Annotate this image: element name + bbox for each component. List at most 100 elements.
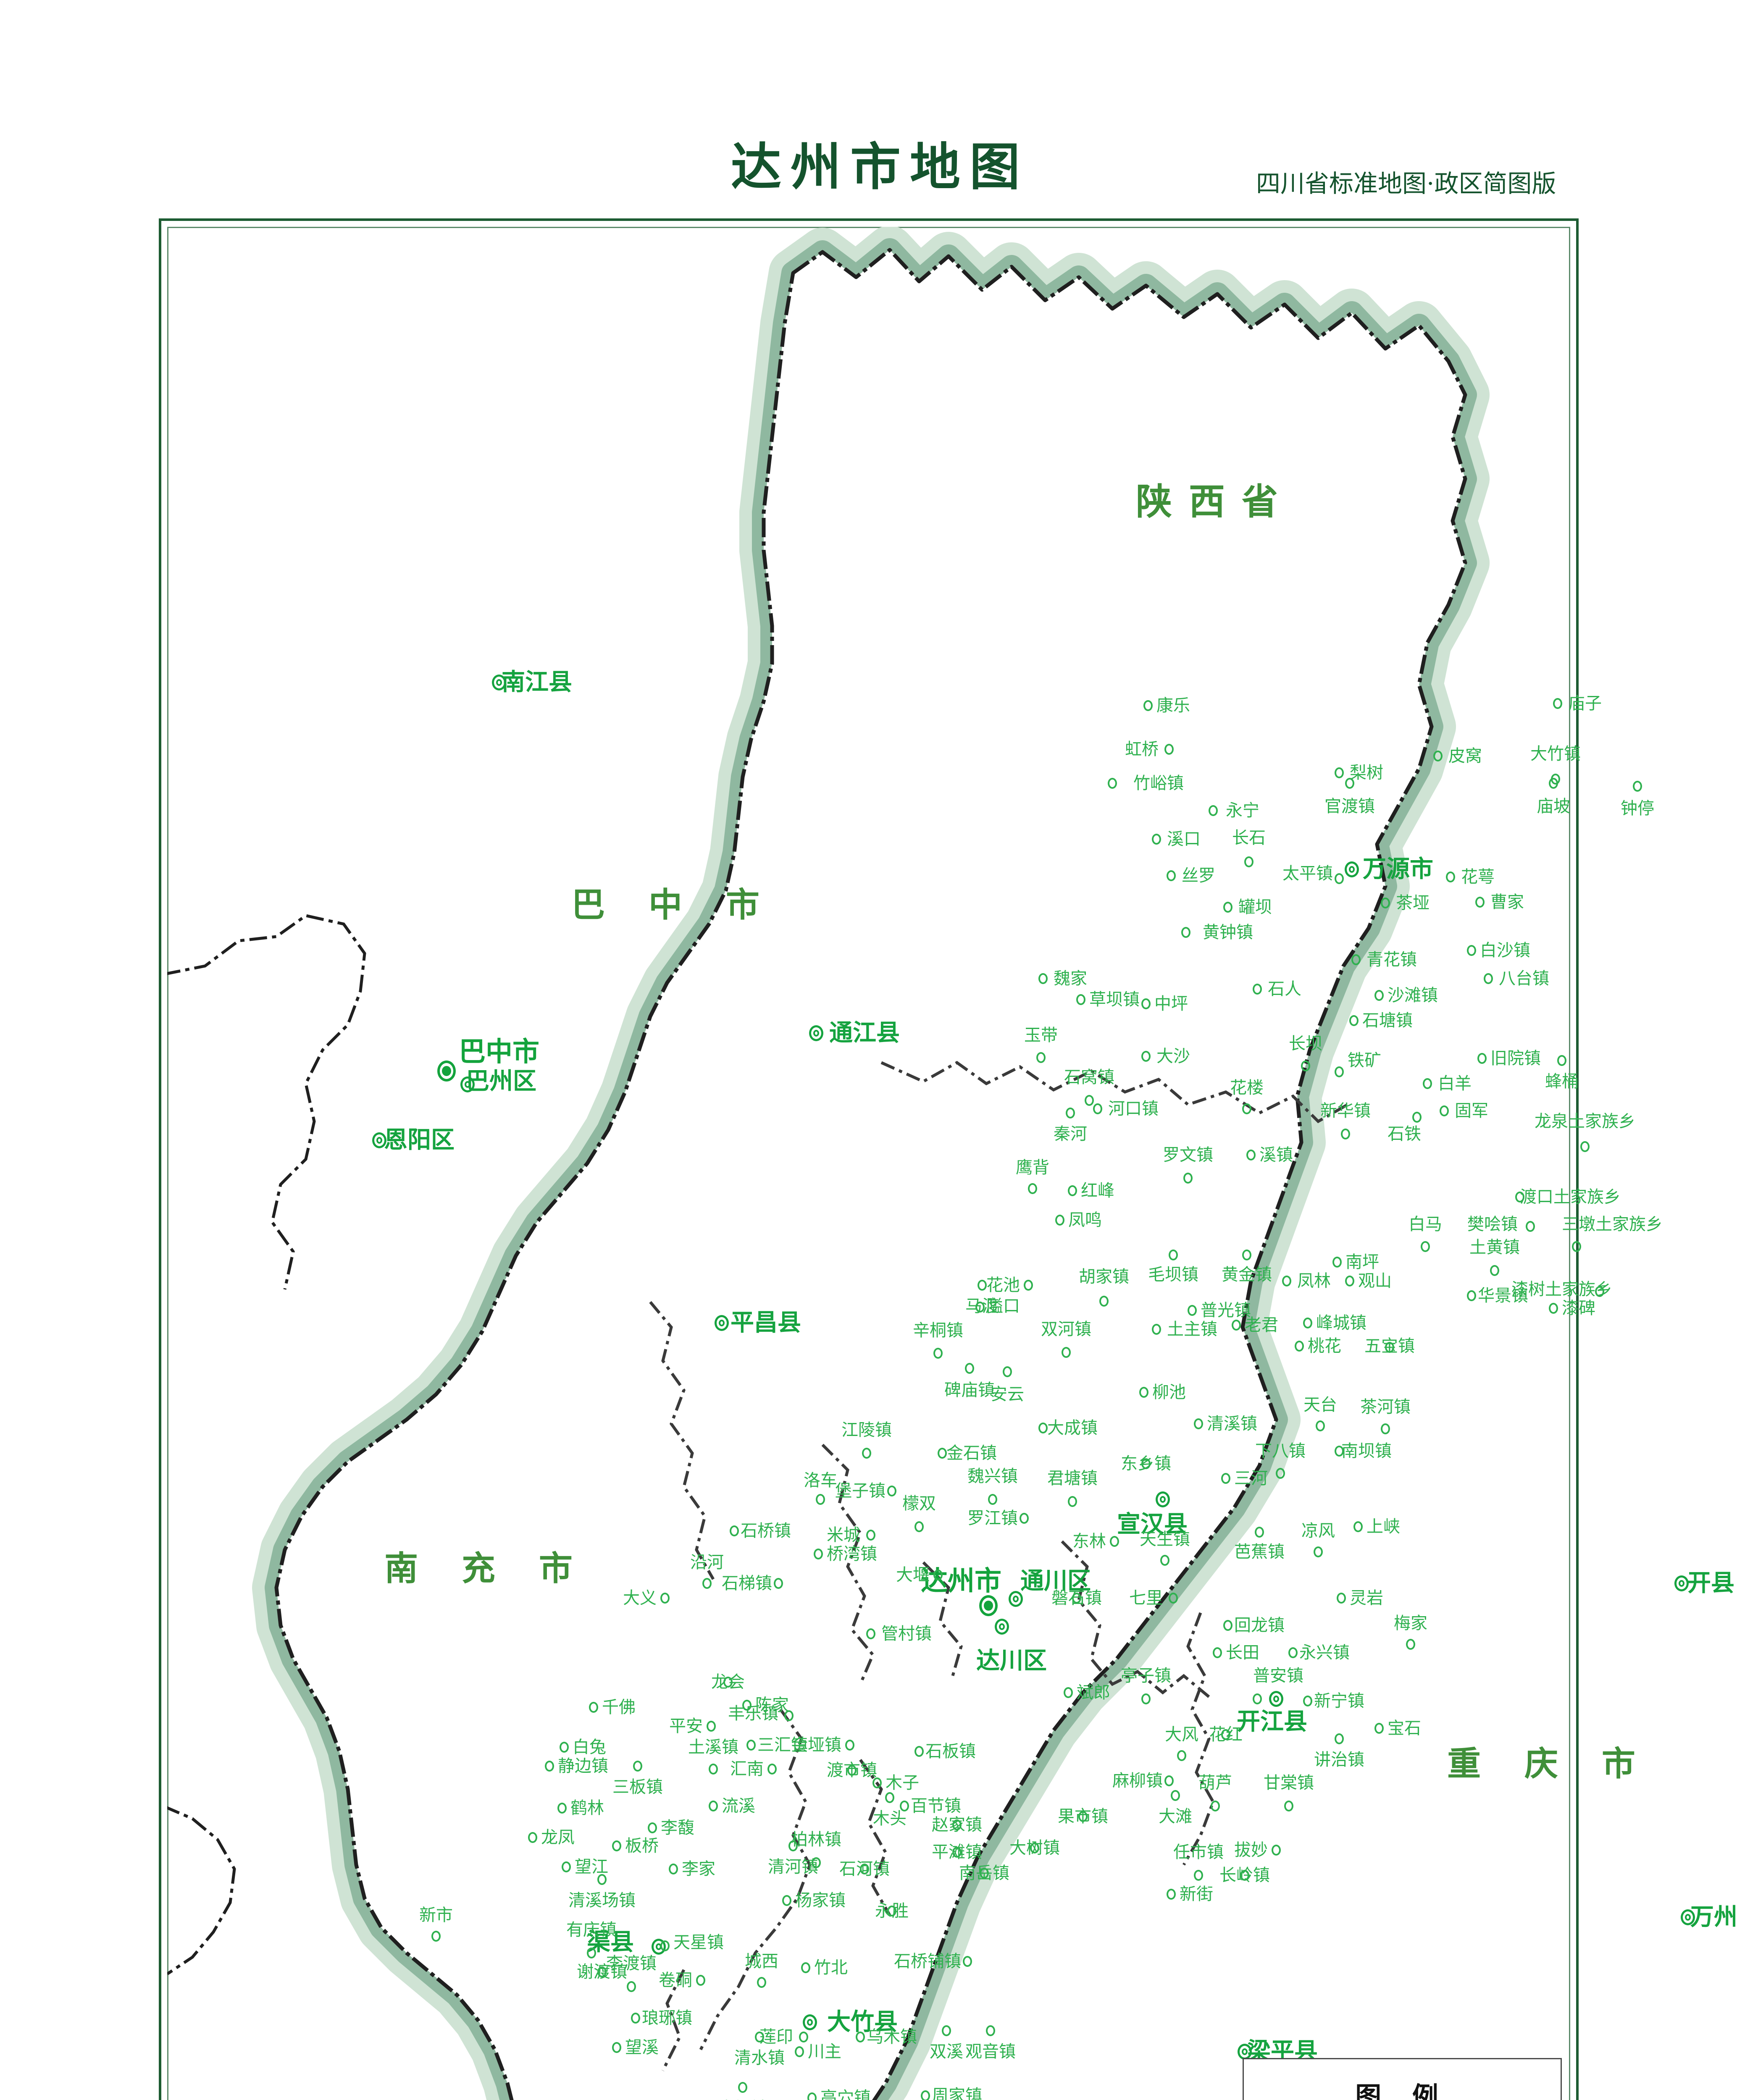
township-icon[interactable]: [755, 2032, 764, 2042]
township-icon[interactable]: [1314, 1546, 1323, 1557]
township-icon[interactable]: [1181, 927, 1190, 938]
township-icon[interactable]: [1141, 1458, 1151, 1469]
township-icon[interactable]: [528, 1832, 537, 1843]
township-icon[interactable]: [1345, 778, 1354, 789]
township-icon[interactable]: [1221, 1473, 1230, 1484]
township-icon[interactable]: [1282, 1276, 1291, 1286]
county-center-icon[interactable]: [1238, 2044, 1252, 2060]
township-icon[interactable]: [1467, 1290, 1476, 1301]
township-icon[interactable]: [1549, 778, 1558, 789]
township-icon[interactable]: [1253, 1693, 1262, 1704]
county-center-icon[interactable]: [995, 1619, 1009, 1635]
township-icon[interactable]: [801, 1962, 810, 1973]
township-icon[interactable]: [1223, 1620, 1232, 1631]
township-icon[interactable]: [1188, 1305, 1197, 1316]
township-icon[interactable]: [1221, 1729, 1230, 1740]
township-icon[interactable]: [975, 1302, 985, 1312]
township-icon[interactable]: [1072, 1593, 1081, 1604]
county-center-icon[interactable]: [492, 675, 506, 690]
township-icon[interactable]: [1066, 1108, 1075, 1118]
township-icon[interactable]: [1141, 998, 1151, 1009]
township-icon[interactable]: [1385, 1342, 1394, 1353]
township-icon[interactable]: [942, 2025, 951, 2036]
township-icon[interactable]: [887, 1906, 896, 1916]
township-icon[interactable]: [1349, 1015, 1359, 1026]
township-icon[interactable]: [1211, 1801, 1220, 1811]
township-icon[interactable]: [1152, 834, 1161, 845]
township-icon[interactable]: [1288, 1647, 1298, 1658]
township-icon[interactable]: [1475, 897, 1485, 908]
township-icon[interactable]: [978, 1280, 987, 1291]
township-icon[interactable]: [767, 1764, 777, 1774]
township-icon[interactable]: [1169, 1593, 1178, 1604]
county-center-icon[interactable]: [1674, 1575, 1689, 1591]
township-icon[interactable]: [707, 1721, 716, 1732]
township-icon[interactable]: [856, 2032, 865, 2042]
township-icon[interactable]: [862, 1448, 871, 1459]
township-icon[interactable]: [597, 1966, 607, 1977]
township-icon[interactable]: [933, 1570, 943, 1580]
township-icon[interactable]: [807, 2092, 817, 2100]
township-icon[interactable]: [1068, 1185, 1077, 1196]
township-icon[interactable]: [1055, 1215, 1064, 1226]
township-icon[interactable]: [1164, 744, 1174, 755]
township-icon[interactable]: [1143, 700, 1153, 711]
township-icon[interactable]: [1272, 1845, 1281, 1856]
township-icon[interactable]: [1335, 1446, 1344, 1457]
county-center-icon[interactable]: [1156, 1491, 1170, 1507]
township-icon[interactable]: [1335, 873, 1344, 884]
township-icon[interactable]: [952, 1819, 962, 1830]
county-center-icon[interactable]: [803, 2014, 817, 2030]
township-icon[interactable]: [866, 1530, 875, 1541]
township-icon[interactable]: [860, 1864, 869, 1874]
township-icon[interactable]: [1110, 1536, 1119, 1547]
township-icon[interactable]: [1412, 1112, 1422, 1123]
township-icon[interactable]: [1152, 1324, 1161, 1335]
township-icon[interactable]: [1194, 1418, 1203, 1429]
township-icon[interactable]: [1160, 1555, 1169, 1566]
township-icon[interactable]: [1335, 1733, 1344, 1744]
township-icon[interactable]: [1255, 1527, 1264, 1538]
township-icon[interactable]: [1030, 1843, 1039, 1853]
township-icon[interactable]: [1423, 1078, 1432, 1089]
township-icon[interactable]: [1490, 1265, 1499, 1276]
township-icon[interactable]: [627, 1981, 636, 1992]
township-icon[interactable]: [1515, 1192, 1524, 1202]
township-icon[interactable]: [782, 1895, 791, 1906]
township-icon[interactable]: [914, 1521, 924, 1532]
township-icon[interactable]: [1038, 973, 1048, 984]
township-icon[interactable]: [1374, 990, 1384, 1001]
county-center-icon[interactable]: [460, 1076, 475, 1092]
township-icon[interactable]: [597, 1874, 607, 1885]
township-icon[interactable]: [702, 1578, 712, 1589]
township-icon[interactable]: [1062, 1347, 1071, 1358]
township-icon[interactable]: [1076, 994, 1085, 1005]
township-icon[interactable]: [1595, 1286, 1604, 1297]
township-icon[interactable]: [746, 1740, 756, 1751]
township-icon[interactable]: [1337, 1593, 1346, 1604]
township-icon[interactable]: [612, 2042, 621, 2053]
township-icon[interactable]: [709, 1764, 718, 1774]
township-icon[interactable]: [952, 1847, 962, 1858]
township-icon[interactable]: [1183, 1173, 1193, 1184]
township-icon[interactable]: [988, 1494, 997, 1505]
township-icon[interactable]: [1038, 1423, 1048, 1433]
township-icon[interactable]: [1332, 1257, 1342, 1268]
township-icon[interactable]: [812, 1857, 821, 1868]
township-icon[interactable]: [1301, 1060, 1310, 1071]
township-icon[interactable]: [1240, 1870, 1249, 1881]
township-icon[interactable]: [1141, 1051, 1151, 1062]
township-icon[interactable]: [795, 2046, 804, 2057]
township-icon[interactable]: [845, 1740, 854, 1751]
county-center-icon[interactable]: [1269, 1691, 1283, 1707]
township-icon[interactable]: [914, 1746, 924, 1757]
township-icon[interactable]: [1003, 1366, 1012, 1377]
township-icon[interactable]: [788, 1840, 798, 1851]
township-icon[interactable]: [885, 1792, 894, 1803]
township-icon[interactable]: [1108, 778, 1117, 789]
township-icon[interactable]: [986, 2025, 995, 2036]
township-icon[interactable]: [1284, 1801, 1293, 1811]
township-icon[interactable]: [847, 1765, 857, 1776]
township-icon[interactable]: [980, 1868, 989, 1879]
township-icon[interactable]: [1028, 1183, 1037, 1194]
